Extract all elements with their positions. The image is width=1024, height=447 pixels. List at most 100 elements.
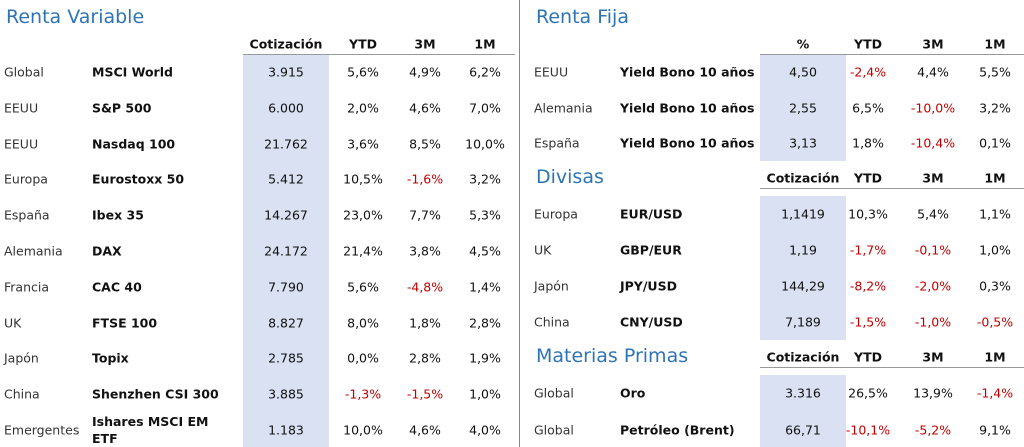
region: Global [4, 64, 44, 80]
instrument: MSCI World [92, 64, 173, 80]
cell-value: 4,0% [469, 422, 501, 438]
column-header: 1M [984, 170, 1006, 186]
cell-value: 144,29 [781, 278, 825, 294]
region: Japón [534, 278, 569, 294]
cell-value: 5,4% [917, 206, 949, 222]
region: Europa [534, 206, 578, 222]
section-title: Renta Variable [6, 6, 145, 28]
instrument: S&P 500 [92, 100, 152, 116]
cell-value: -1,5% [406, 386, 444, 402]
region: EEUU [4, 136, 39, 152]
cell-value: -1,6% [406, 171, 444, 187]
value-column-shade [243, 54, 329, 447]
region: Alemania [4, 243, 63, 259]
instrument: Yield Bono 10 años [620, 135, 755, 151]
cell-value: -10,4% [910, 135, 956, 151]
cell-value: 4,4% [917, 64, 949, 80]
column-header: YTD [349, 36, 377, 52]
cell-value: -1,3% [344, 386, 382, 402]
cell-value: 3,2% [979, 100, 1011, 116]
cell-value: 0,0% [347, 350, 379, 366]
column-header: 3M [922, 36, 944, 52]
column-header: 3M [922, 349, 944, 365]
cell-value: 7,189 [785, 314, 821, 330]
cell-value: 7,7% [409, 207, 441, 223]
cell-value: 6,2% [469, 64, 501, 80]
instrument: Nasdaq 100 [92, 136, 176, 152]
cell-value: 0,1% [979, 135, 1011, 151]
cell-value: 7,0% [469, 100, 501, 116]
section-title: Renta Fija [536, 6, 629, 28]
region: España [4, 207, 50, 223]
cell-value: 1,19 [789, 242, 817, 258]
instrument: Topix [92, 350, 129, 366]
cell-value: 1,8% [409, 315, 441, 331]
region: Emergentes [4, 422, 80, 438]
cell-value: 1,0% [469, 386, 501, 402]
cell-value: 5,3% [469, 207, 501, 223]
instrument: FTSE 100 [92, 315, 158, 331]
instrument: Yield Bono 10 años [620, 100, 755, 116]
cell-value: 6,5% [852, 100, 884, 116]
cell-value: 8,5% [409, 136, 441, 152]
cell-value: 9,1% [979, 422, 1011, 438]
cell-value: 7.790 [268, 279, 304, 295]
cell-value: 1,1% [979, 206, 1011, 222]
instrument: DAX [92, 243, 122, 259]
value-column-shade [760, 196, 846, 340]
cell-value: 21.762 [264, 136, 308, 152]
column-header: YTD [854, 349, 882, 365]
cell-value: 3.885 [268, 386, 304, 402]
instrument: GBP/EUR [620, 242, 682, 258]
cell-value: 10,5% [343, 171, 383, 187]
region: China [4, 386, 40, 402]
column-header: % [796, 36, 810, 52]
cell-value: -1,7% [849, 242, 887, 258]
section-title: Materias Primas [536, 345, 689, 367]
cell-value: 24.172 [264, 243, 308, 259]
region: Europa [4, 171, 48, 187]
instrument: JPY/USD [620, 278, 677, 294]
cell-value: 3,6% [347, 136, 379, 152]
header-rule [243, 54, 515, 55]
cell-value: 1,4% [469, 279, 501, 295]
instrument: Ibex 35 [92, 207, 144, 223]
cell-value: 1.183 [268, 422, 304, 438]
cell-value: 2,55 [789, 100, 817, 116]
cell-value: 5.412 [268, 171, 304, 187]
cell-value: 10,0% [465, 136, 505, 152]
cell-value: 1,1419 [781, 206, 825, 222]
cell-value: 21,4% [343, 243, 383, 259]
cell-value: 4,50 [789, 64, 817, 80]
column-header: Cotización [249, 36, 323, 52]
region: Alemania [534, 100, 593, 116]
cell-value: 6.000 [268, 100, 304, 116]
value-column-shade [760, 54, 846, 161]
cell-value: -1,0% [914, 314, 952, 330]
instrument: Eurostoxx 50 [92, 171, 185, 187]
cell-value: 5,6% [347, 64, 379, 80]
cell-value: -5,2% [914, 422, 952, 438]
column-header: 1M [984, 36, 1006, 52]
column-header: 3M [922, 170, 944, 186]
cell-value: 1,9% [469, 350, 501, 366]
cell-value: -0,5% [976, 314, 1014, 330]
cell-value: 2,8% [409, 350, 441, 366]
cell-value: 2,8% [469, 315, 501, 331]
cell-value: -1,5% [849, 314, 887, 330]
header-rule [760, 54, 1024, 55]
cell-value: 2,0% [347, 100, 379, 116]
section-title: Divisas [536, 166, 604, 188]
cell-value: 3.915 [268, 64, 304, 80]
instrument: EUR/USD [620, 206, 683, 222]
cell-value: 10,0% [343, 422, 383, 438]
cell-value: -2,4% [849, 64, 887, 80]
cell-value: 1,0% [979, 242, 1011, 258]
header-rule [760, 188, 1024, 189]
cell-value: 14.267 [264, 207, 308, 223]
cell-value: 3,8% [409, 243, 441, 259]
region: Global [534, 385, 574, 401]
cell-value: 23,0% [343, 207, 383, 223]
region: UK [4, 315, 22, 331]
